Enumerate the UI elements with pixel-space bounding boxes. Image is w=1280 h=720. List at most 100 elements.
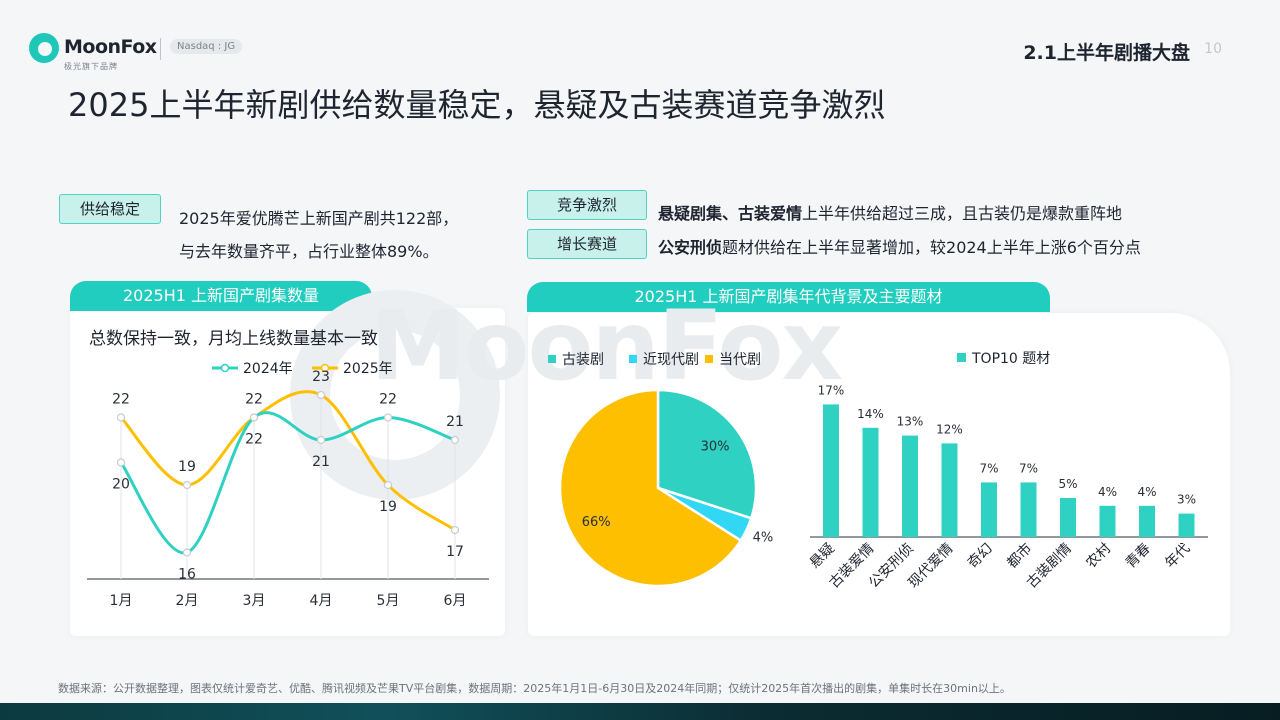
bar-奇幻 xyxy=(981,482,997,537)
data-point xyxy=(316,390,326,400)
bar-value-label: 3% xyxy=(1177,493,1196,507)
tag-growth: 增长赛道 xyxy=(527,229,647,259)
legend-label: 2024年 xyxy=(243,361,293,377)
x-tick-label: 青春 xyxy=(1123,541,1154,572)
x-tick-label: 1月 xyxy=(110,593,133,609)
x-tick-label: 奇幻 xyxy=(964,540,996,572)
data-point xyxy=(316,435,326,445)
legend-marker xyxy=(320,363,330,373)
legend-swatch xyxy=(705,355,713,363)
value-label: 22 xyxy=(112,392,130,408)
bar-现代爱情 xyxy=(941,443,958,537)
value-label: 22 xyxy=(379,392,397,408)
x-tick-label: 都市 xyxy=(1004,540,1036,572)
tag-competition: 竞争激烈 xyxy=(527,190,647,220)
legend-label: 2025年 xyxy=(343,361,393,377)
header-divider xyxy=(160,38,161,60)
data-point xyxy=(249,413,259,422)
bar-古装剧情 xyxy=(1060,498,1076,537)
left-card-subtitle: 总数保持一致，月均上线数量基本一致 xyxy=(89,329,378,349)
supply-text-line2: 与去年数量齐平，占行业整体89%。 xyxy=(179,242,439,261)
data-point xyxy=(116,458,126,467)
x-tick-label: 悬疑 xyxy=(807,541,838,572)
bar-chart: TOP10 题材17%悬疑14%古装爱情13%公安刑侦12%现代爱情7%奇幻7%… xyxy=(807,351,1208,591)
x-tick-label: 5月 xyxy=(377,593,400,609)
brand-name: MoonFox xyxy=(64,36,157,58)
page-number: 10 xyxy=(1204,41,1222,57)
watermark: MoonFox xyxy=(370,290,843,402)
value-label: 17 xyxy=(446,544,464,560)
bar-value-label: 14% xyxy=(857,407,884,421)
competition-text: 悬疑剧集、古装爱情上半年供给超过三成，且古装仍是爆款重阵地 xyxy=(658,200,1122,224)
tag-supply-stable: 供给稳定 xyxy=(59,194,161,224)
bar-value-label: 4% xyxy=(1098,485,1117,499)
x-tick-label: 农村 xyxy=(1083,541,1114,572)
data-point xyxy=(182,480,192,490)
value-label: 22 xyxy=(245,392,263,408)
legend-label: 古装剧 xyxy=(562,352,604,368)
page-title: 2025上半年新剧供给数量稳定，悬疑及古装赛道竞争激烈 xyxy=(68,86,886,124)
value-label: 21 xyxy=(446,414,464,430)
value-label: 21 xyxy=(312,454,330,470)
data-point xyxy=(383,480,393,490)
legend-item-2025年: 2025年 xyxy=(312,361,393,377)
moonfox-logo-icon xyxy=(29,33,59,63)
supply-text-line1: 2025年爱优腾芒上新国产剧共122部， xyxy=(179,209,459,228)
pie-slice-当代剧 xyxy=(558,388,743,588)
x-tick-label: 3月 xyxy=(243,593,266,609)
legend-item-2024年: 2024年 xyxy=(212,361,293,377)
footnote: 数据来源：公开数据整理，图表仅统计爱奇艺、优酷、腾讯视频及芒果TV平台剧集，数据… xyxy=(58,682,1011,695)
data-point xyxy=(383,413,393,422)
bar-都市 xyxy=(1020,482,1037,537)
bar-古装爱情 xyxy=(862,427,879,537)
legend-swatch xyxy=(957,353,966,362)
left-card-tab: 2025H1 上新国产剧集数量 xyxy=(70,281,372,311)
slice-label: 66% xyxy=(582,515,611,530)
value-label: 19 xyxy=(178,459,196,475)
value-label: 23 xyxy=(312,369,330,385)
bar-value-label: 7% xyxy=(1019,461,1038,475)
value-label: 20 xyxy=(112,477,130,493)
bar-value-label: 13% xyxy=(897,415,924,429)
bar-青春 xyxy=(1139,505,1155,537)
value-label: 16 xyxy=(178,567,196,583)
legend-swatch xyxy=(548,355,556,363)
bar-value-label: 5% xyxy=(1058,477,1077,491)
x-tick-label: 6月 xyxy=(444,593,467,609)
growth-bold: 公安刑侦 xyxy=(658,238,723,257)
bar-年代 xyxy=(1178,513,1195,537)
bar-value-label: 7% xyxy=(979,461,998,475)
bar-value-label: 17% xyxy=(818,383,845,397)
legend-label: TOP10 题材 xyxy=(971,351,1050,367)
value-label: 19 xyxy=(379,499,397,515)
growth-rest: 题材供给在上半年显著增加，较2024上半年上涨6个百分点 xyxy=(722,238,1141,257)
bar-value-label: 12% xyxy=(936,422,963,436)
slice-label: 30% xyxy=(701,440,730,455)
pie-chart: 古装剧 近现代剧 当代剧 30% 4% 66% xyxy=(548,352,774,588)
data-point xyxy=(116,413,126,422)
bar-公安刑侦 xyxy=(902,435,918,537)
value-label: 22 xyxy=(245,432,263,448)
exchange-badge: Nasdaq : JG xyxy=(170,39,243,54)
competition-rest: 上半年供给超过三成，且古装仍是爆款重阵地 xyxy=(802,204,1123,223)
series-line-2024年 xyxy=(119,411,456,555)
bar-悬疑 xyxy=(823,404,839,537)
line-chart: 2024年 2025年 22 20 19 16 22 22 23 21 22 19 21 17 1月 2月 3月… xyxy=(87,361,489,609)
data-point xyxy=(450,435,460,445)
data-point xyxy=(182,548,192,557)
pie-slice-古装剧 xyxy=(656,388,758,520)
bottom-bar xyxy=(0,703,1280,720)
growth-text: 公安刑侦题材供给在上半年显著增加，较2024上半年上涨6个百分点 xyxy=(658,234,1141,258)
section-title: 2.1上半年剧播大盘 xyxy=(1023,42,1190,64)
legend-marker xyxy=(220,363,230,373)
legend-label: 近现代剧 xyxy=(643,352,699,368)
series-line-2025年 xyxy=(119,390,456,532)
x-tick-label: 年代 xyxy=(1162,541,1193,572)
competition-bold: 悬疑剧集、古装爱情 xyxy=(658,204,803,223)
x-tick-label: 4月 xyxy=(310,593,333,609)
brand-subtitle: 极光旗下品牌 xyxy=(64,62,118,71)
bar-农村 xyxy=(1099,505,1116,537)
x-tick-label: 2月 xyxy=(176,593,199,609)
right-card-tab: 2025H1 上新国产剧集年代背景及主要题材 xyxy=(527,282,1050,312)
slice-label: 4% xyxy=(753,530,774,545)
